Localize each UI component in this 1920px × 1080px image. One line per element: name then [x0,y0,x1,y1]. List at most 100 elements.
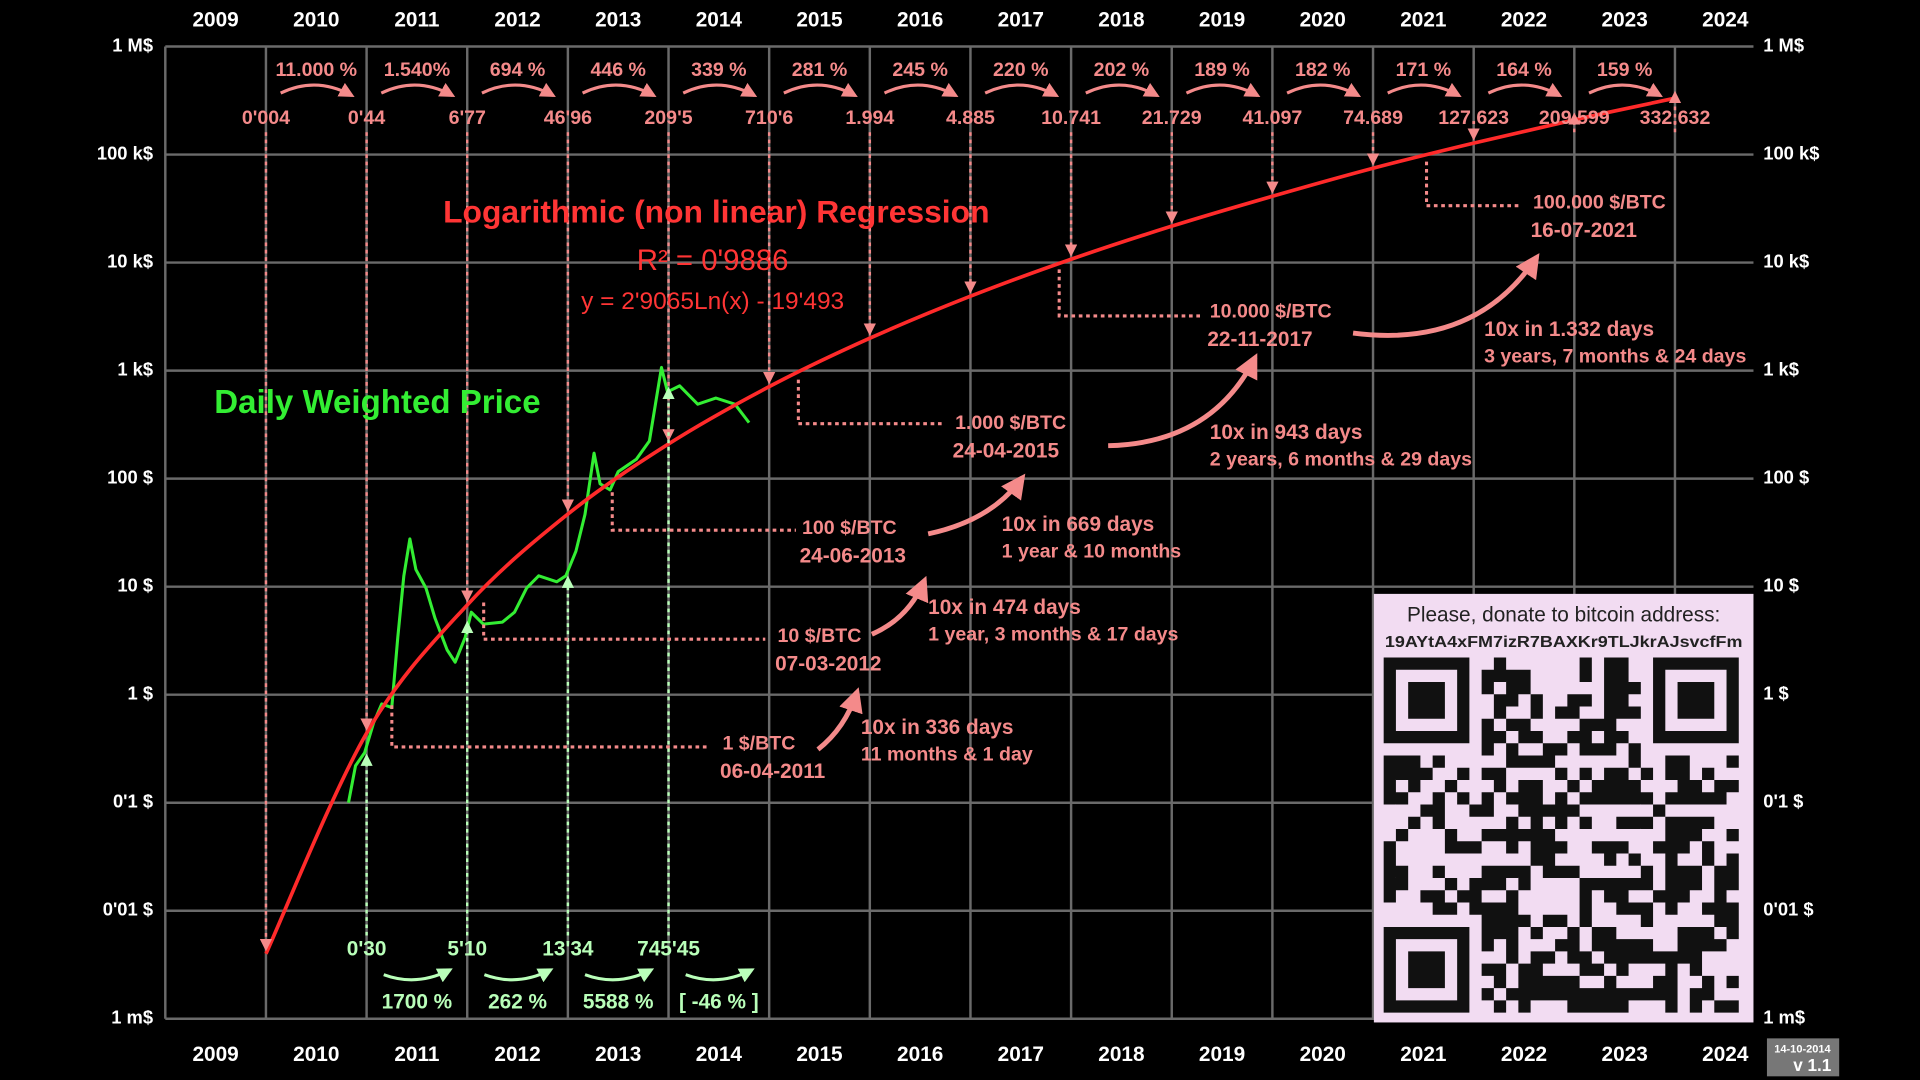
qr-code [1383,657,1739,1013]
growth-arrow [279,82,355,97]
data-label: 6'77 [449,107,486,129]
x-tick-label: 2018 [1098,8,1144,31]
data-label: 745'45 [637,938,700,961]
span-detail: 1 year & 10 months [1002,540,1182,562]
milestone-price: 1 $/BTC [722,733,795,755]
y-tick-label-right: 10 $ [1763,575,1799,596]
x-tick-label: 2013 [595,8,641,31]
growth-label: 164 % [1496,59,1552,81]
span-arrow [1108,353,1258,449]
x-tick-label: 2024 [1702,8,1749,31]
data-label: 41.097 [1242,107,1302,129]
span-arrow [816,687,863,752]
y-tick-label: 10 k$ [107,250,153,271]
x-tick-label-bottom: 2011 [394,1043,439,1066]
data-label: 209.599 [1539,107,1610,129]
y-tick-label: 1 M$ [112,34,153,55]
growth-arrow [1487,82,1563,97]
y-tick-label-right: 100 k$ [1763,142,1819,163]
version-label: v 1.1 [1793,1055,1832,1075]
data-label: 0'004 [242,107,290,129]
span-text: 10x in 1.332 days [1484,318,1654,341]
growth-label: 220 % [993,59,1049,81]
growth-arrow [685,968,755,983]
growth-label: 281 % [792,59,848,81]
span-detail: 1 year, 3 months & 17 days [928,624,1178,646]
growth-label: 202 % [1094,59,1150,81]
donation-box: Please, donate to bitcoin address: 19AYt… [1373,593,1754,1023]
x-tick-label-bottom: 2019 [1199,1043,1245,1066]
y-tick-label-right: 1 $ [1763,683,1789,704]
series-line [346,365,751,804]
milestone-leader [796,379,943,426]
growth-label: 1.540% [384,59,450,81]
x-tick-label: 2020 [1300,8,1346,31]
data-label: 332.632 [1640,107,1711,129]
x-tick-label-bottom: 2010 [293,1043,339,1066]
x-tick-label: 2015 [796,8,842,31]
growth-arrow [483,968,554,983]
milestone-leader [1425,161,1519,208]
span-text: 10x in 336 days [861,716,1014,739]
growth-arrow [1085,82,1160,97]
growth-arrow [1387,82,1462,97]
x-tick-label: 2016 [897,8,943,31]
x-tick-label-bottom: 2021 [1400,1043,1446,1066]
span-text: 10x in 474 days [928,596,1081,619]
x-tick-label-bottom: 2009 [192,1043,238,1066]
growth-arrow [383,968,453,983]
donation-address: 19AYtA4xFM7izR7BAXKr9TLJkrAJsvcfFm [1385,634,1743,651]
y-tick-label-right: 1 M$ [1763,34,1804,55]
x-tick-label-bottom: 2018 [1098,1043,1144,1066]
span-detail: 11 months & 1 day [861,744,1033,766]
y-tick-label: 1 $ [128,683,154,704]
growth-label: 1700 % [382,990,453,1013]
x-tick-label-bottom: 2013 [595,1043,641,1066]
data-label: 13'34 [542,938,594,961]
growth-label: 262 % [488,990,547,1013]
span-arrow [1352,253,1540,338]
milestone-price: 100.000 $/BTC [1533,191,1666,213]
data-label: 1.994 [845,107,894,129]
x-tick-label-bottom: 2016 [897,1043,943,1066]
data-label: 710'6 [745,107,793,129]
y-tick-label: 100 $ [107,466,153,487]
x-tick-label: 2014 [696,8,743,31]
milestone-price: 100 $/BTC [802,517,897,539]
growth-arrow [584,968,655,983]
span-arrow [927,473,1026,537]
milestone-price: 1.000 $/BTC [955,412,1066,434]
growth-arrow [1185,82,1261,97]
version-date: 14-10-2014 [1774,1043,1831,1055]
marks [259,82,1682,983]
milestone-price: 10 $/BTC [778,625,862,647]
milestone-date: 22-11-2017 [1207,328,1312,351]
growth-arrow [1588,82,1663,97]
growth-arrow [481,82,556,97]
span-arrow [870,575,929,637]
span-detail: 3 years, 7 months & 24 days [1484,346,1746,368]
x-tick-label: 2012 [494,8,540,31]
growth-arrow [783,82,858,97]
x-tick-label: 2022 [1501,8,1547,31]
y-tick-label-right: 1 m$ [1763,1007,1805,1028]
y-tick-label-right: 1 k$ [1763,358,1799,379]
growth-label: 245 % [892,59,948,81]
growth-arrow [984,82,1060,97]
growth-label: 159 % [1597,59,1653,81]
milestone-leader [610,492,796,532]
x-tick-label-bottom: 2022 [1501,1043,1547,1066]
data-label: 74.689 [1343,107,1403,129]
r-squared: R² = 0'9886 [637,244,789,277]
x-tick-label: 2017 [998,8,1044,31]
growth-label: 694 % [490,59,546,81]
growth-label: [ -46 % ] [679,990,759,1013]
chart-title: Logarithmic (non linear) Regression [443,194,989,230]
badge [1766,1038,1840,1077]
growth-arrow [1286,82,1362,97]
y-tick-label-right: 10 k$ [1763,250,1809,271]
x-tick-label-bottom: 2024 [1702,1043,1749,1066]
x-tick-label: 2010 [293,8,339,31]
data-label: 209'5 [644,107,692,129]
